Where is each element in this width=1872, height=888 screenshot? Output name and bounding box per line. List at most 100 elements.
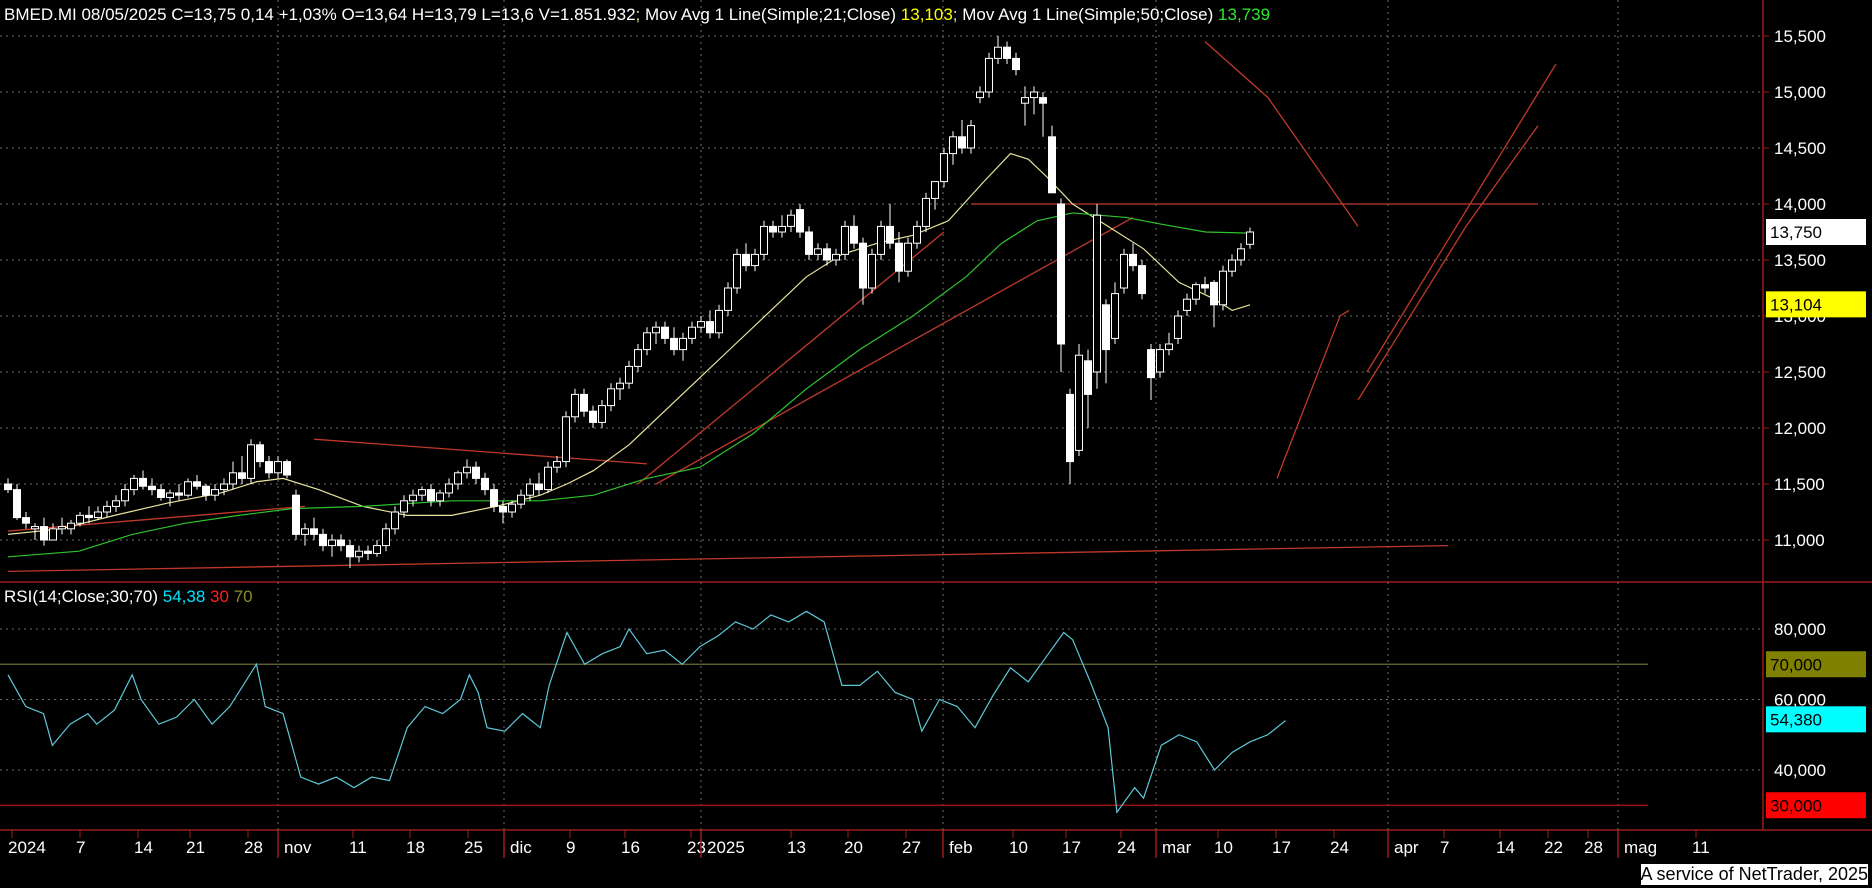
candle-down <box>139 477 147 487</box>
rsi-tick-label: 40,000 <box>1774 761 1826 780</box>
x-tick-label: dic <box>510 838 532 857</box>
price-tick-label: 15,000 <box>1774 83 1826 102</box>
candle-down <box>859 242 867 289</box>
candle-up <box>868 253 876 289</box>
x-tick-label: 14 <box>1496 838 1515 857</box>
candle-up <box>1192 284 1200 300</box>
candle-up <box>571 393 579 418</box>
x-tick-label: 2024 <box>8 838 46 857</box>
candle-up <box>634 349 642 367</box>
candle-up <box>877 225 885 255</box>
last-price-tag-label: 13,750 <box>1770 223 1822 242</box>
x-tick-label: apr <box>1394 838 1419 857</box>
ma50-value: 13,739 <box>1218 5 1271 24</box>
candle-down <box>589 410 597 423</box>
candle-down <box>292 494 300 535</box>
candle-down <box>706 321 714 334</box>
candle-down <box>1012 57 1020 71</box>
candle-down <box>364 550 372 554</box>
candle-up <box>49 528 57 541</box>
ma50-line <box>7 212 1251 558</box>
candle-up <box>220 483 228 491</box>
footer-credit: A service of NetTrader, 2025 <box>1640 864 1868 885</box>
last-price-tag-box <box>1766 219 1866 245</box>
candle-up <box>751 253 759 267</box>
candle-up <box>598 405 606 423</box>
candle-down <box>1102 304 1110 351</box>
candle-down <box>742 253 750 267</box>
candle-up <box>931 181 939 199</box>
candle-down <box>661 326 669 339</box>
candle-up <box>625 365 633 384</box>
price-tick-label: 13,500 <box>1774 251 1826 270</box>
ma21-label: Mov Avg 1 Line(Simple;21;Close) <box>645 5 897 24</box>
trend-line <box>655 216 1134 485</box>
candle-up <box>1156 349 1164 373</box>
candle-up <box>562 416 570 463</box>
candle-up <box>1021 97 1029 104</box>
candle-down <box>1003 46 1011 59</box>
rsi-panel-header: RSI(14;Close;30;70) 54,38 30 70 <box>4 587 253 607</box>
symbol: BMED.MI <box>4 5 77 24</box>
ma50-label: Mov Avg 1 Line(Simple;50;Close) <box>962 5 1214 24</box>
candle-down <box>769 225 777 233</box>
candle-down <box>85 514 93 519</box>
candle-up <box>1228 259 1236 272</box>
candle-up <box>643 332 651 351</box>
candle-up <box>922 197 930 227</box>
change-pct: +1,03% <box>278 5 337 24</box>
x-tick-label: mar <box>1162 838 1192 857</box>
candle-up <box>373 545 381 554</box>
candle-up <box>616 382 624 390</box>
rsi-upper-tag-box <box>1766 651 1866 678</box>
candle-up <box>391 511 399 530</box>
candle-up <box>274 461 282 474</box>
candle-up <box>31 526 39 530</box>
x-tick-label: 17 <box>1062 838 1081 857</box>
rsi-value-tag-label: 54,380 <box>1770 710 1822 729</box>
candle-up <box>1183 298 1191 311</box>
candle-up <box>949 136 957 155</box>
candle-up <box>526 483 534 496</box>
rsi-tick-label: 60,000 <box>1774 691 1826 710</box>
x-tick-label: 17 <box>1272 838 1291 857</box>
x-tick-label: 7 <box>1440 838 1449 857</box>
candle-up <box>544 466 552 491</box>
candle-up <box>967 125 975 149</box>
candle-down <box>490 489 498 507</box>
x-tick-label: 10 <box>1009 838 1028 857</box>
trend-line <box>1357 125 1539 401</box>
candle-up <box>904 242 912 272</box>
candle-up <box>1237 248 1245 261</box>
candle-up <box>463 466 471 474</box>
candle-down <box>193 481 201 487</box>
candle-down <box>22 517 30 524</box>
change-value: 0,14 <box>240 5 274 24</box>
candle-up <box>778 225 786 233</box>
candle-down <box>805 231 813 255</box>
candle-up <box>94 511 102 519</box>
x-tick-label: 14 <box>134 838 153 857</box>
candle-up <box>715 309 723 334</box>
ma21-tag-label: 13,104 <box>1770 295 1822 314</box>
x-tick-label: 2025 <box>707 838 745 857</box>
candle-up <box>1174 315 1182 339</box>
candle-up <box>841 225 849 255</box>
candle-up <box>607 388 615 407</box>
x-tick-label: 18 <box>406 838 425 857</box>
candle-up <box>130 477 138 491</box>
candle-up <box>985 57 993 93</box>
candle-up <box>760 225 768 255</box>
candle-down <box>202 485 210 496</box>
x-tick-label: feb <box>949 838 973 857</box>
candle-down <box>1201 284 1209 289</box>
rsi-upper: 70 <box>233 587 253 606</box>
price-panel-header: BMED.MI 08/05/2025 C=13,75 0,14 +1,03% O… <box>4 5 1271 24</box>
candle-down <box>886 225 894 244</box>
candle-up <box>1165 343 1173 351</box>
candle-up <box>1075 354 1083 451</box>
trend-line <box>313 438 648 465</box>
candle-down <box>1066 393 1074 463</box>
candle-down <box>13 489 21 519</box>
